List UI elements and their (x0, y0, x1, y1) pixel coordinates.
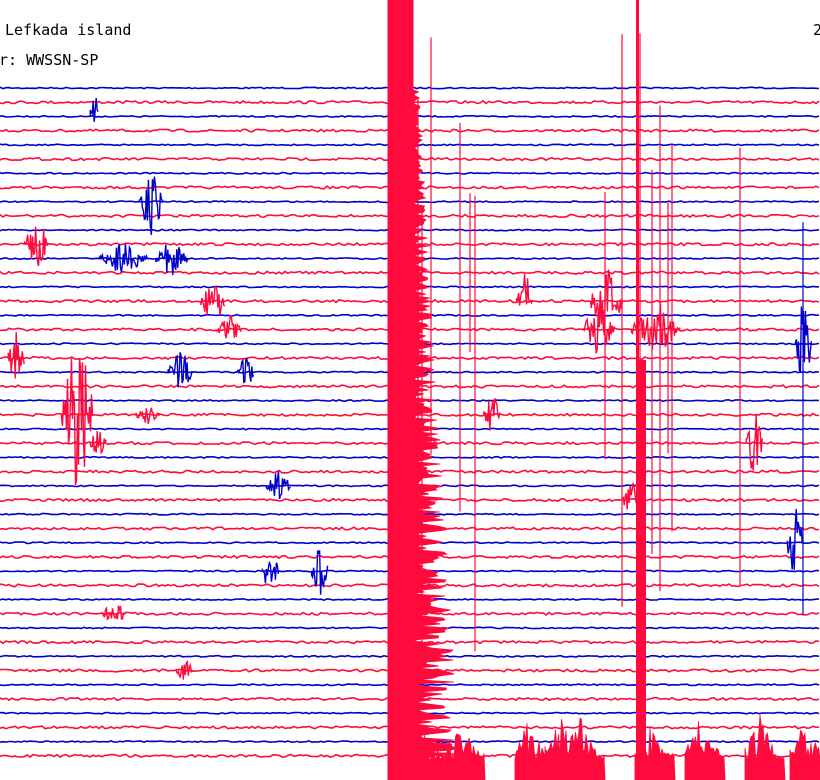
saturated-band (387, 0, 414, 780)
event-burst (23, 226, 50, 266)
coda-burst (404, 725, 446, 780)
event-burst (89, 430, 107, 454)
event-burst (589, 269, 624, 336)
major-earthquake-signal (387, 0, 820, 780)
coda-decay (412, 89, 458, 780)
event-burst (483, 398, 501, 431)
event-burst (216, 314, 242, 339)
coda-burst (564, 717, 606, 780)
event-burst (200, 284, 226, 316)
event-burst (138, 176, 164, 235)
event-burst (97, 244, 149, 273)
event-burst (237, 357, 255, 384)
event-burst (622, 482, 640, 510)
coda-burst (444, 733, 486, 780)
filter-label: er: WWSSN-SP (0, 51, 99, 69)
event-burst (261, 560, 280, 584)
coda-burst (684, 721, 726, 780)
event-burst (101, 605, 127, 621)
event-burst (515, 274, 534, 306)
event-burst (7, 332, 25, 379)
event-burst (175, 659, 193, 680)
event-burst (581, 307, 615, 354)
event-spikes (7, 33, 813, 680)
coda-burst (744, 714, 786, 780)
event-burst (89, 97, 99, 122)
event-burst (155, 244, 189, 276)
coda-burst (634, 726, 676, 780)
saturated-band (636, 360, 646, 780)
date-label: 2 (813, 21, 820, 39)
event-burst (167, 352, 193, 388)
event-burst (60, 358, 94, 486)
saturated-band (636, 0, 639, 360)
station-title: Lefkada island (5, 21, 132, 39)
event-burst (310, 550, 329, 595)
event-burst (134, 407, 160, 425)
coda-burst (789, 729, 820, 780)
event-burst (745, 413, 763, 471)
event-burst (265, 471, 291, 500)
event-burst (786, 509, 804, 570)
